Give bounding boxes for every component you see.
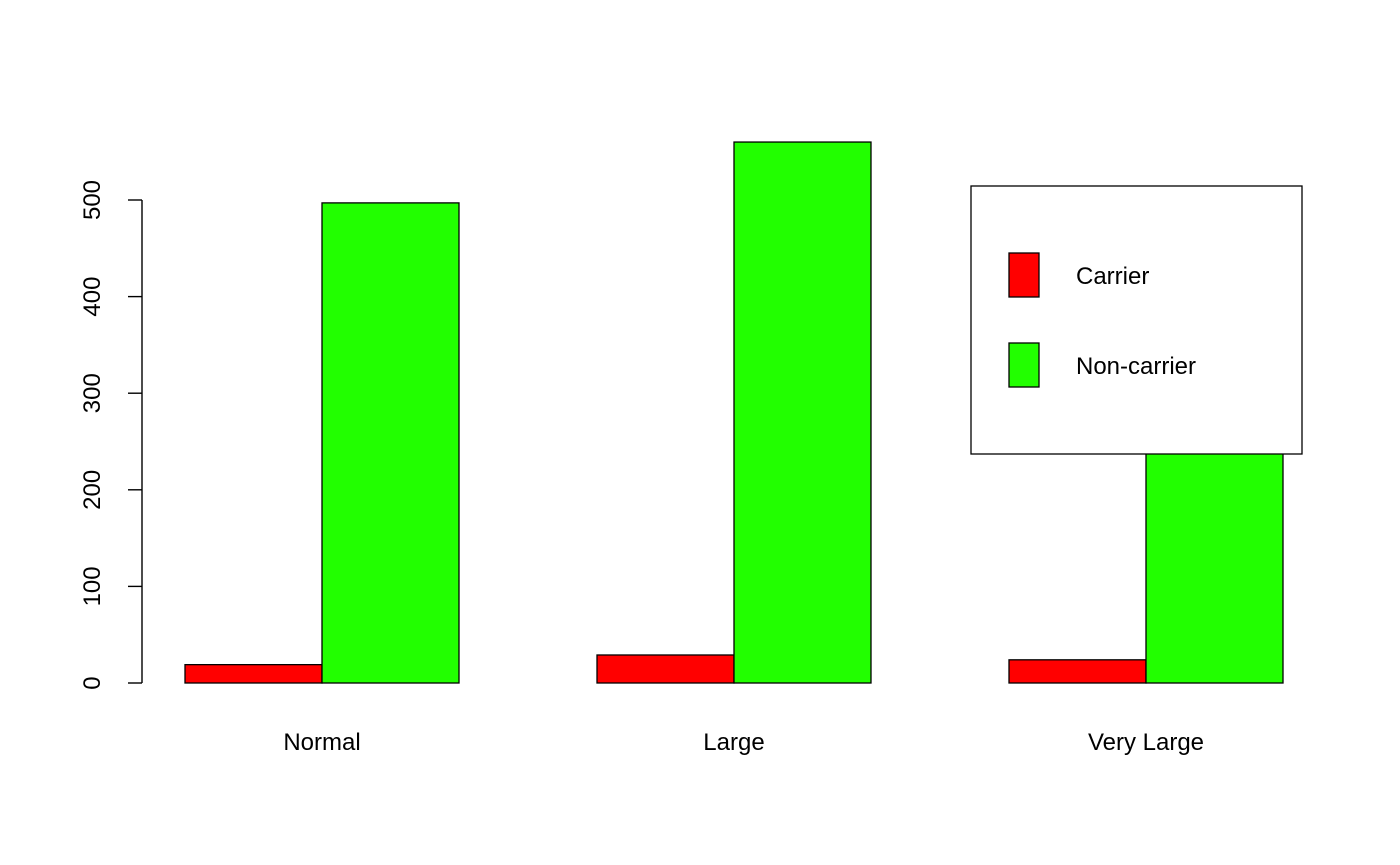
y-tick-label: 300 <box>79 373 106 413</box>
x-axis-labels: Normal Large Very Large <box>283 729 1204 756</box>
legend-swatch <box>1008 342 1040 388</box>
legend-box <box>970 185 1303 455</box>
legend-label: Non-carrier <box>1076 353 1196 380</box>
y-tick-label: 0 <box>79 676 106 689</box>
y-tick-label: 400 <box>79 277 106 317</box>
bar-non-carrier <box>733 141 872 684</box>
y-axis: 0 100 200 300 400 500 <box>79 180 143 690</box>
legend-label: Carrier <box>1076 263 1149 290</box>
bar-carrier <box>1008 659 1147 684</box>
x-category-label: Very Large <box>1088 729 1204 756</box>
bar-non-carrier <box>1145 422 1284 684</box>
y-tick-label: 200 <box>79 470 106 510</box>
bar-non-carrier <box>321 202 460 684</box>
legend: Carrier Non-carrier <box>970 185 1303 455</box>
y-tick-label: 500 <box>79 180 106 220</box>
bar-group <box>596 141 872 684</box>
x-category-label: Large <box>703 729 764 756</box>
bar-carrier <box>596 654 735 684</box>
bar-carrier <box>184 663 323 684</box>
bar-group <box>1008 422 1284 684</box>
bar-groups <box>184 141 1284 684</box>
x-category-label: Normal <box>283 729 360 756</box>
bar-group <box>184 202 460 684</box>
legend-swatch <box>1008 252 1040 298</box>
y-tick-label: 100 <box>79 566 106 606</box>
